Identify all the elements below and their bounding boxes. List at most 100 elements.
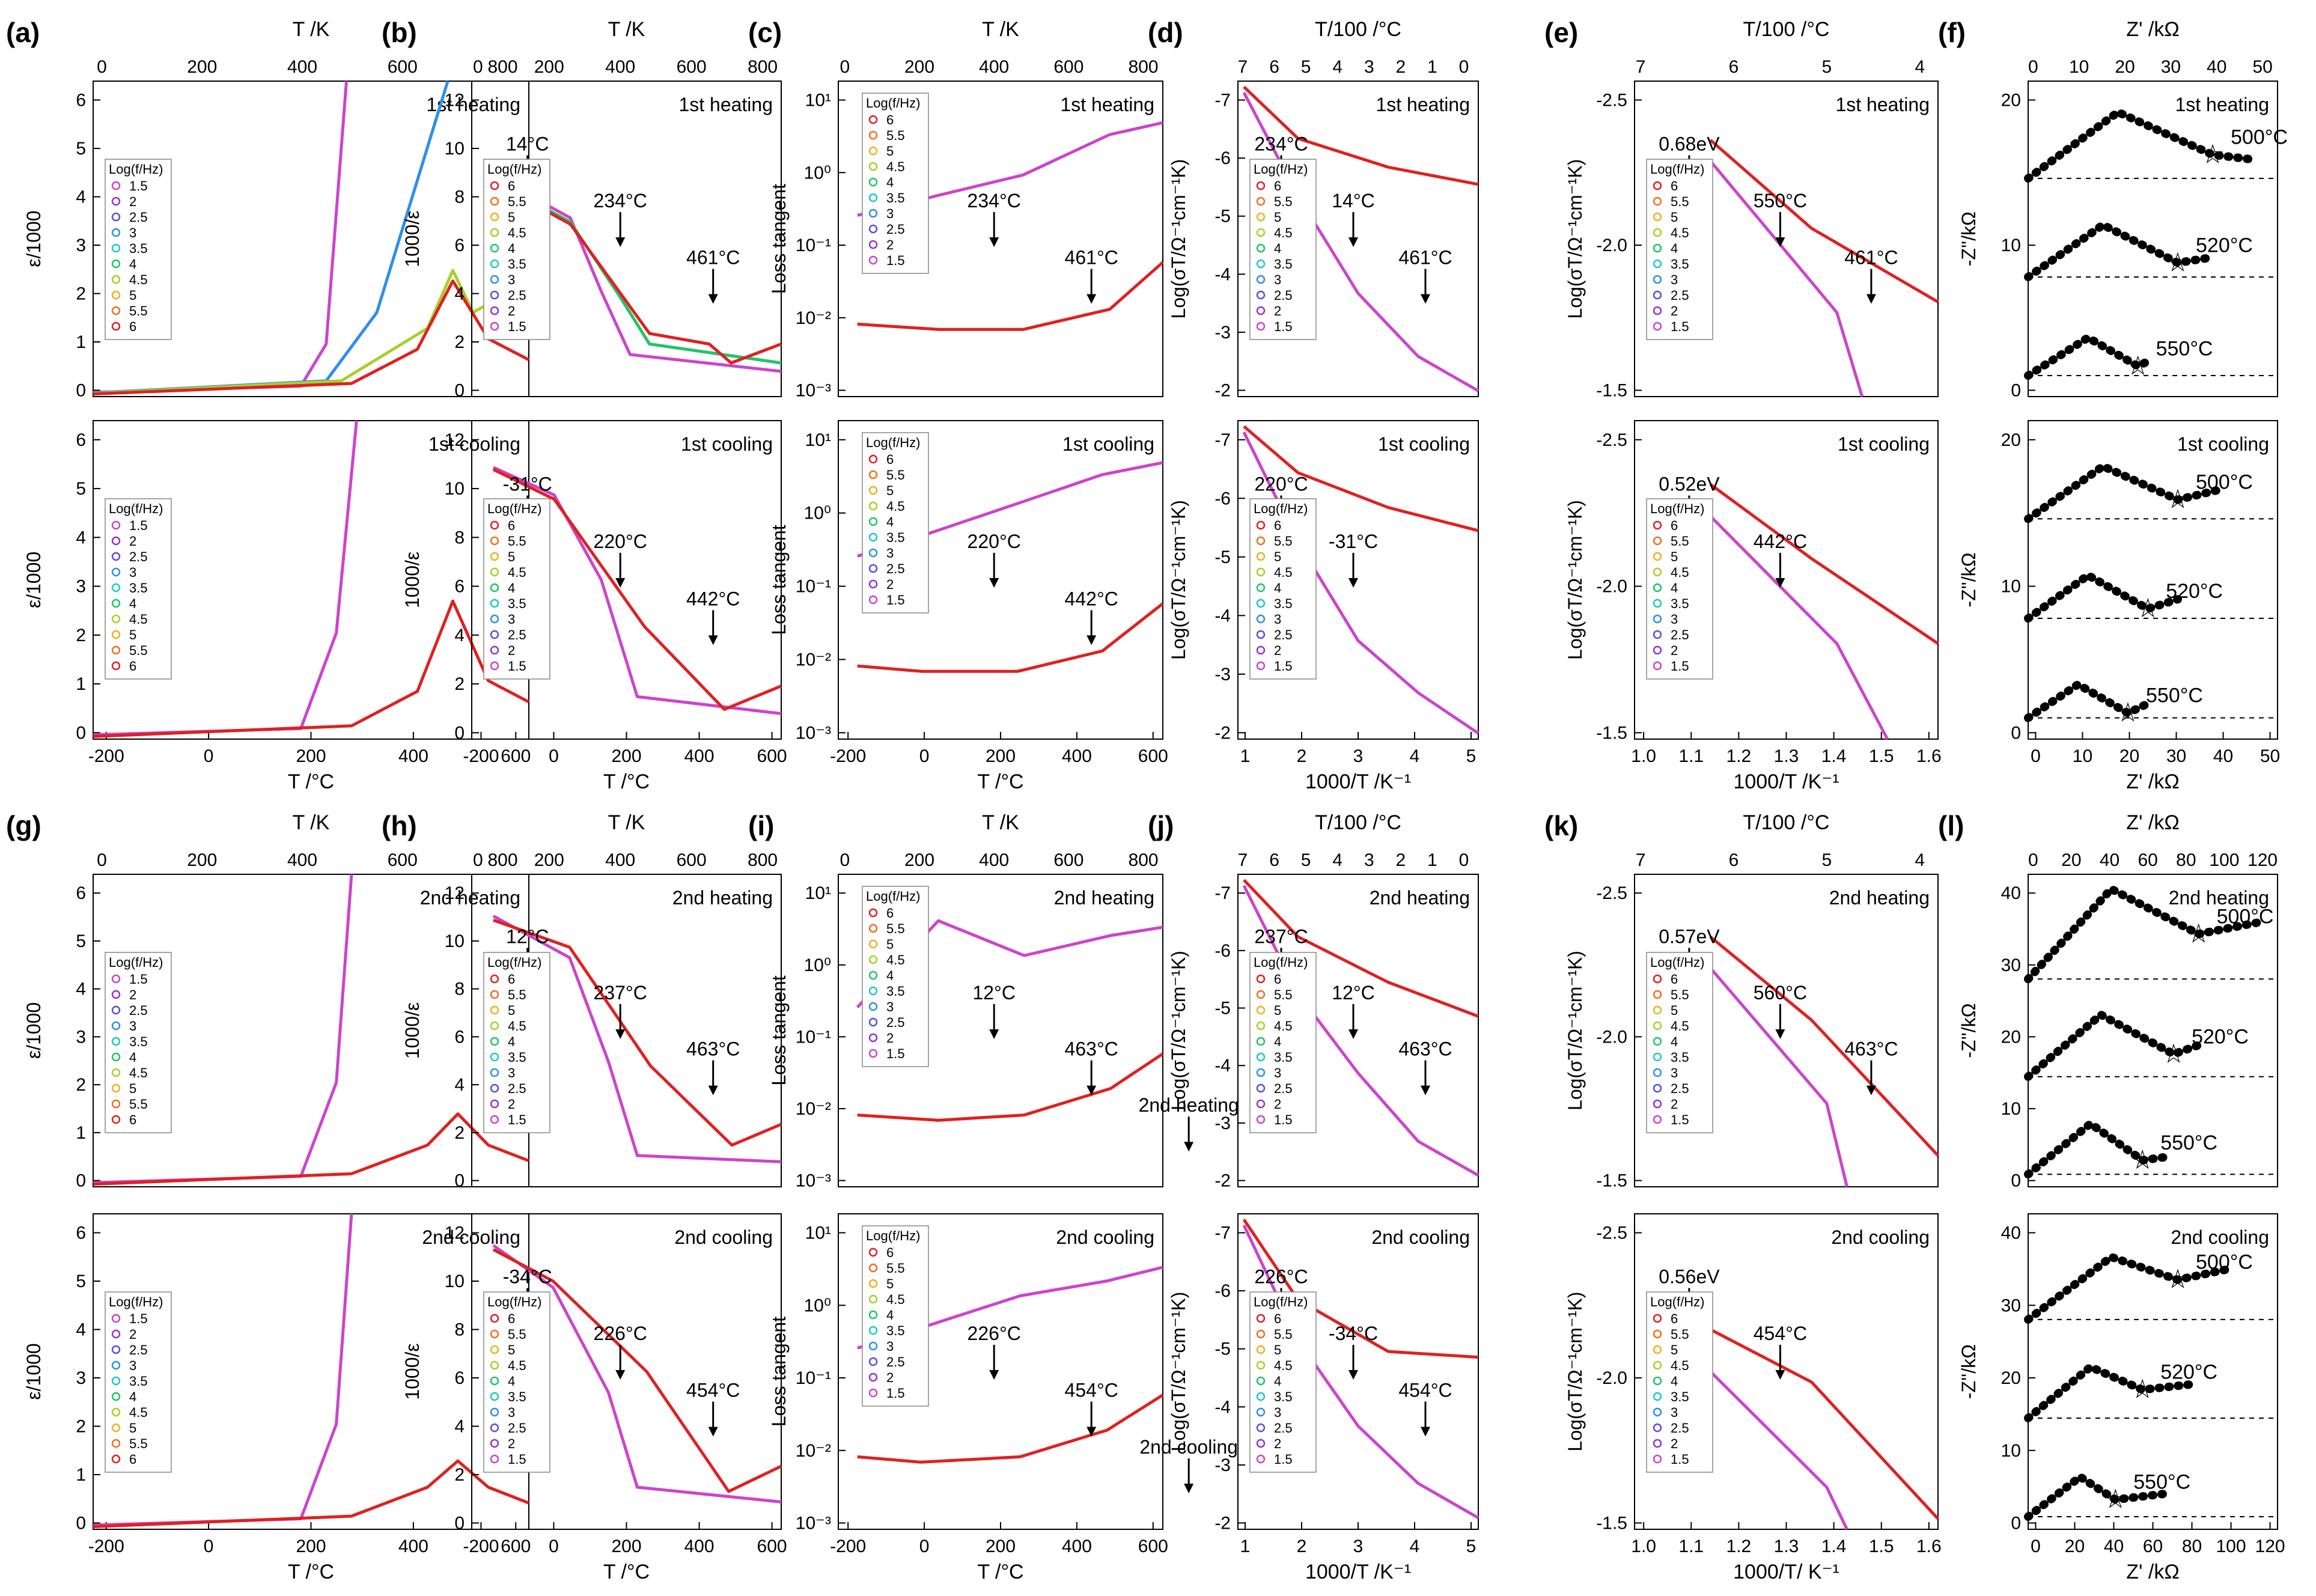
legend-label: 4.5 <box>1671 565 1689 580</box>
x-tick-label: 5 <box>1466 1537 1476 1556</box>
legend-marker <box>490 1099 499 1109</box>
top-tick-label: 10 <box>2069 57 2089 77</box>
arrow-head <box>1348 578 1358 588</box>
x-axis-label: Z' /kΩ <box>2126 770 2180 793</box>
legend-marker <box>868 924 878 933</box>
top-tick-label: 800 <box>487 57 517 77</box>
legend-marker <box>111 536 121 546</box>
legend-label: 6 <box>129 319 136 334</box>
legend-label: 3 <box>886 206 894 221</box>
legend-label: 4.5 <box>508 1358 526 1373</box>
arrow-head <box>1184 1484 1194 1493</box>
annotation-label: -31°C <box>503 474 552 495</box>
legend-marker <box>868 564 878 573</box>
series-line <box>1243 85 1479 186</box>
legend-marker <box>1653 259 1662 269</box>
legend-label: 5.5 <box>1274 534 1293 549</box>
legend-label: 4.5 <box>1274 1358 1293 1373</box>
arrow-head <box>1775 237 1785 247</box>
y-tick-label: 1 <box>76 1465 86 1485</box>
panel-label: (e) <box>1544 17 1578 48</box>
legend-title: Log(f/Hz) <box>1254 1294 1308 1309</box>
top-axis-label: T /K <box>982 811 1019 834</box>
legend-marker <box>1256 1052 1266 1062</box>
panel-title: 1st heating <box>1060 94 1154 115</box>
annotation-label: 234°C <box>1254 133 1308 155</box>
legend-marker <box>111 1439 121 1448</box>
legend-label: 2.5 <box>1671 1421 1689 1436</box>
legend-label: 4.5 <box>508 225 526 240</box>
top-tick-label: 40 <box>2207 57 2226 77</box>
series-line <box>1709 160 1864 397</box>
x-tick-label: 0 <box>2031 1537 2041 1556</box>
arrow-head <box>989 1029 999 1039</box>
y-tick-label: 10 <box>2001 236 2021 255</box>
y-tick-label: -3 <box>1214 1113 1231 1133</box>
y-tick-label: 40 <box>2001 1223 2021 1243</box>
y-tick-label: 3 <box>76 236 86 255</box>
series-line <box>1243 425 1479 532</box>
panel-label: (i) <box>748 810 774 841</box>
y-tick-label: 0 <box>454 381 465 401</box>
y-tick-label: 0 <box>76 1514 86 1534</box>
legend-label: 4 <box>1274 241 1281 256</box>
legend-label: 2 <box>129 194 136 209</box>
legend-title: Log(f/Hz) <box>1650 1294 1704 1309</box>
legend-label: 3 <box>1274 612 1281 627</box>
temperature-label: 520°C <box>2166 580 2223 603</box>
annotation-label: 220°C <box>968 531 1021 552</box>
y-axis-label: ε/1000 <box>23 1002 44 1059</box>
legend-marker <box>868 1279 878 1288</box>
top-tick-label: 120 <box>2247 850 2278 870</box>
legend-marker <box>1653 1439 1662 1448</box>
top-tick-label: 200 <box>187 57 217 77</box>
y-tick-label: 4 <box>76 979 86 999</box>
legend-label: 4 <box>1671 1374 1678 1389</box>
legend-marker <box>490 536 499 546</box>
legend-marker <box>868 955 878 964</box>
y-tick-label: 3 <box>76 1368 86 1388</box>
annotation-label: 454°C <box>686 1380 740 1401</box>
x-tick-label: 400 <box>1062 746 1092 766</box>
x-tick-label: 10 <box>2073 746 2092 766</box>
legend-label: 4 <box>1274 1374 1281 1389</box>
legend-marker <box>111 1021 121 1031</box>
legend-marker <box>111 1068 121 1077</box>
panel-label: (g) <box>6 810 41 841</box>
legend-label: 5.5 <box>1274 194 1293 209</box>
top-tick-label: 6 <box>1269 57 1279 77</box>
legend-label: 2 <box>508 303 515 318</box>
legend-label: 3 <box>1671 272 1678 287</box>
x-tick-label: 600 <box>501 746 531 766</box>
annotation-label: 220°C <box>594 531 647 552</box>
top-tick-label: 5 <box>1301 57 1311 77</box>
annotation-label: 463°C <box>1398 1038 1452 1060</box>
legend-label: 2 <box>886 577 894 592</box>
annotation-label: 14°C <box>1332 190 1375 212</box>
x-tick-label: 200 <box>986 746 1016 766</box>
y-tick-label: 10¹ <box>805 430 831 450</box>
legend-label: 5 <box>1274 549 1281 564</box>
series-line <box>93 269 530 395</box>
panel-label: (c) <box>748 17 782 48</box>
star-marker: ☆ <box>2166 1265 2189 1294</box>
top-tick-label: 200 <box>904 850 934 870</box>
panel-title: 1st cooling <box>428 433 520 455</box>
series-line <box>492 1248 782 1493</box>
top-tick-label: 600 <box>677 850 707 870</box>
legend-box <box>1646 1291 1713 1473</box>
y-tick-label: -2 <box>1214 381 1231 401</box>
legend-marker <box>1653 598 1662 608</box>
legend-label: 2.5 <box>1274 627 1293 642</box>
legend-label: 4 <box>1671 580 1678 595</box>
series-line <box>857 1052 1164 1122</box>
series-line <box>2024 461 2222 523</box>
plot-frame <box>1634 874 1939 1187</box>
x-tick-label: 0 <box>549 746 559 766</box>
legend-marker <box>490 243 499 253</box>
arrow-head <box>708 1085 718 1095</box>
legend-marker <box>868 470 878 480</box>
x-axis-label: 1000/T /K⁻¹ <box>1733 770 1839 793</box>
